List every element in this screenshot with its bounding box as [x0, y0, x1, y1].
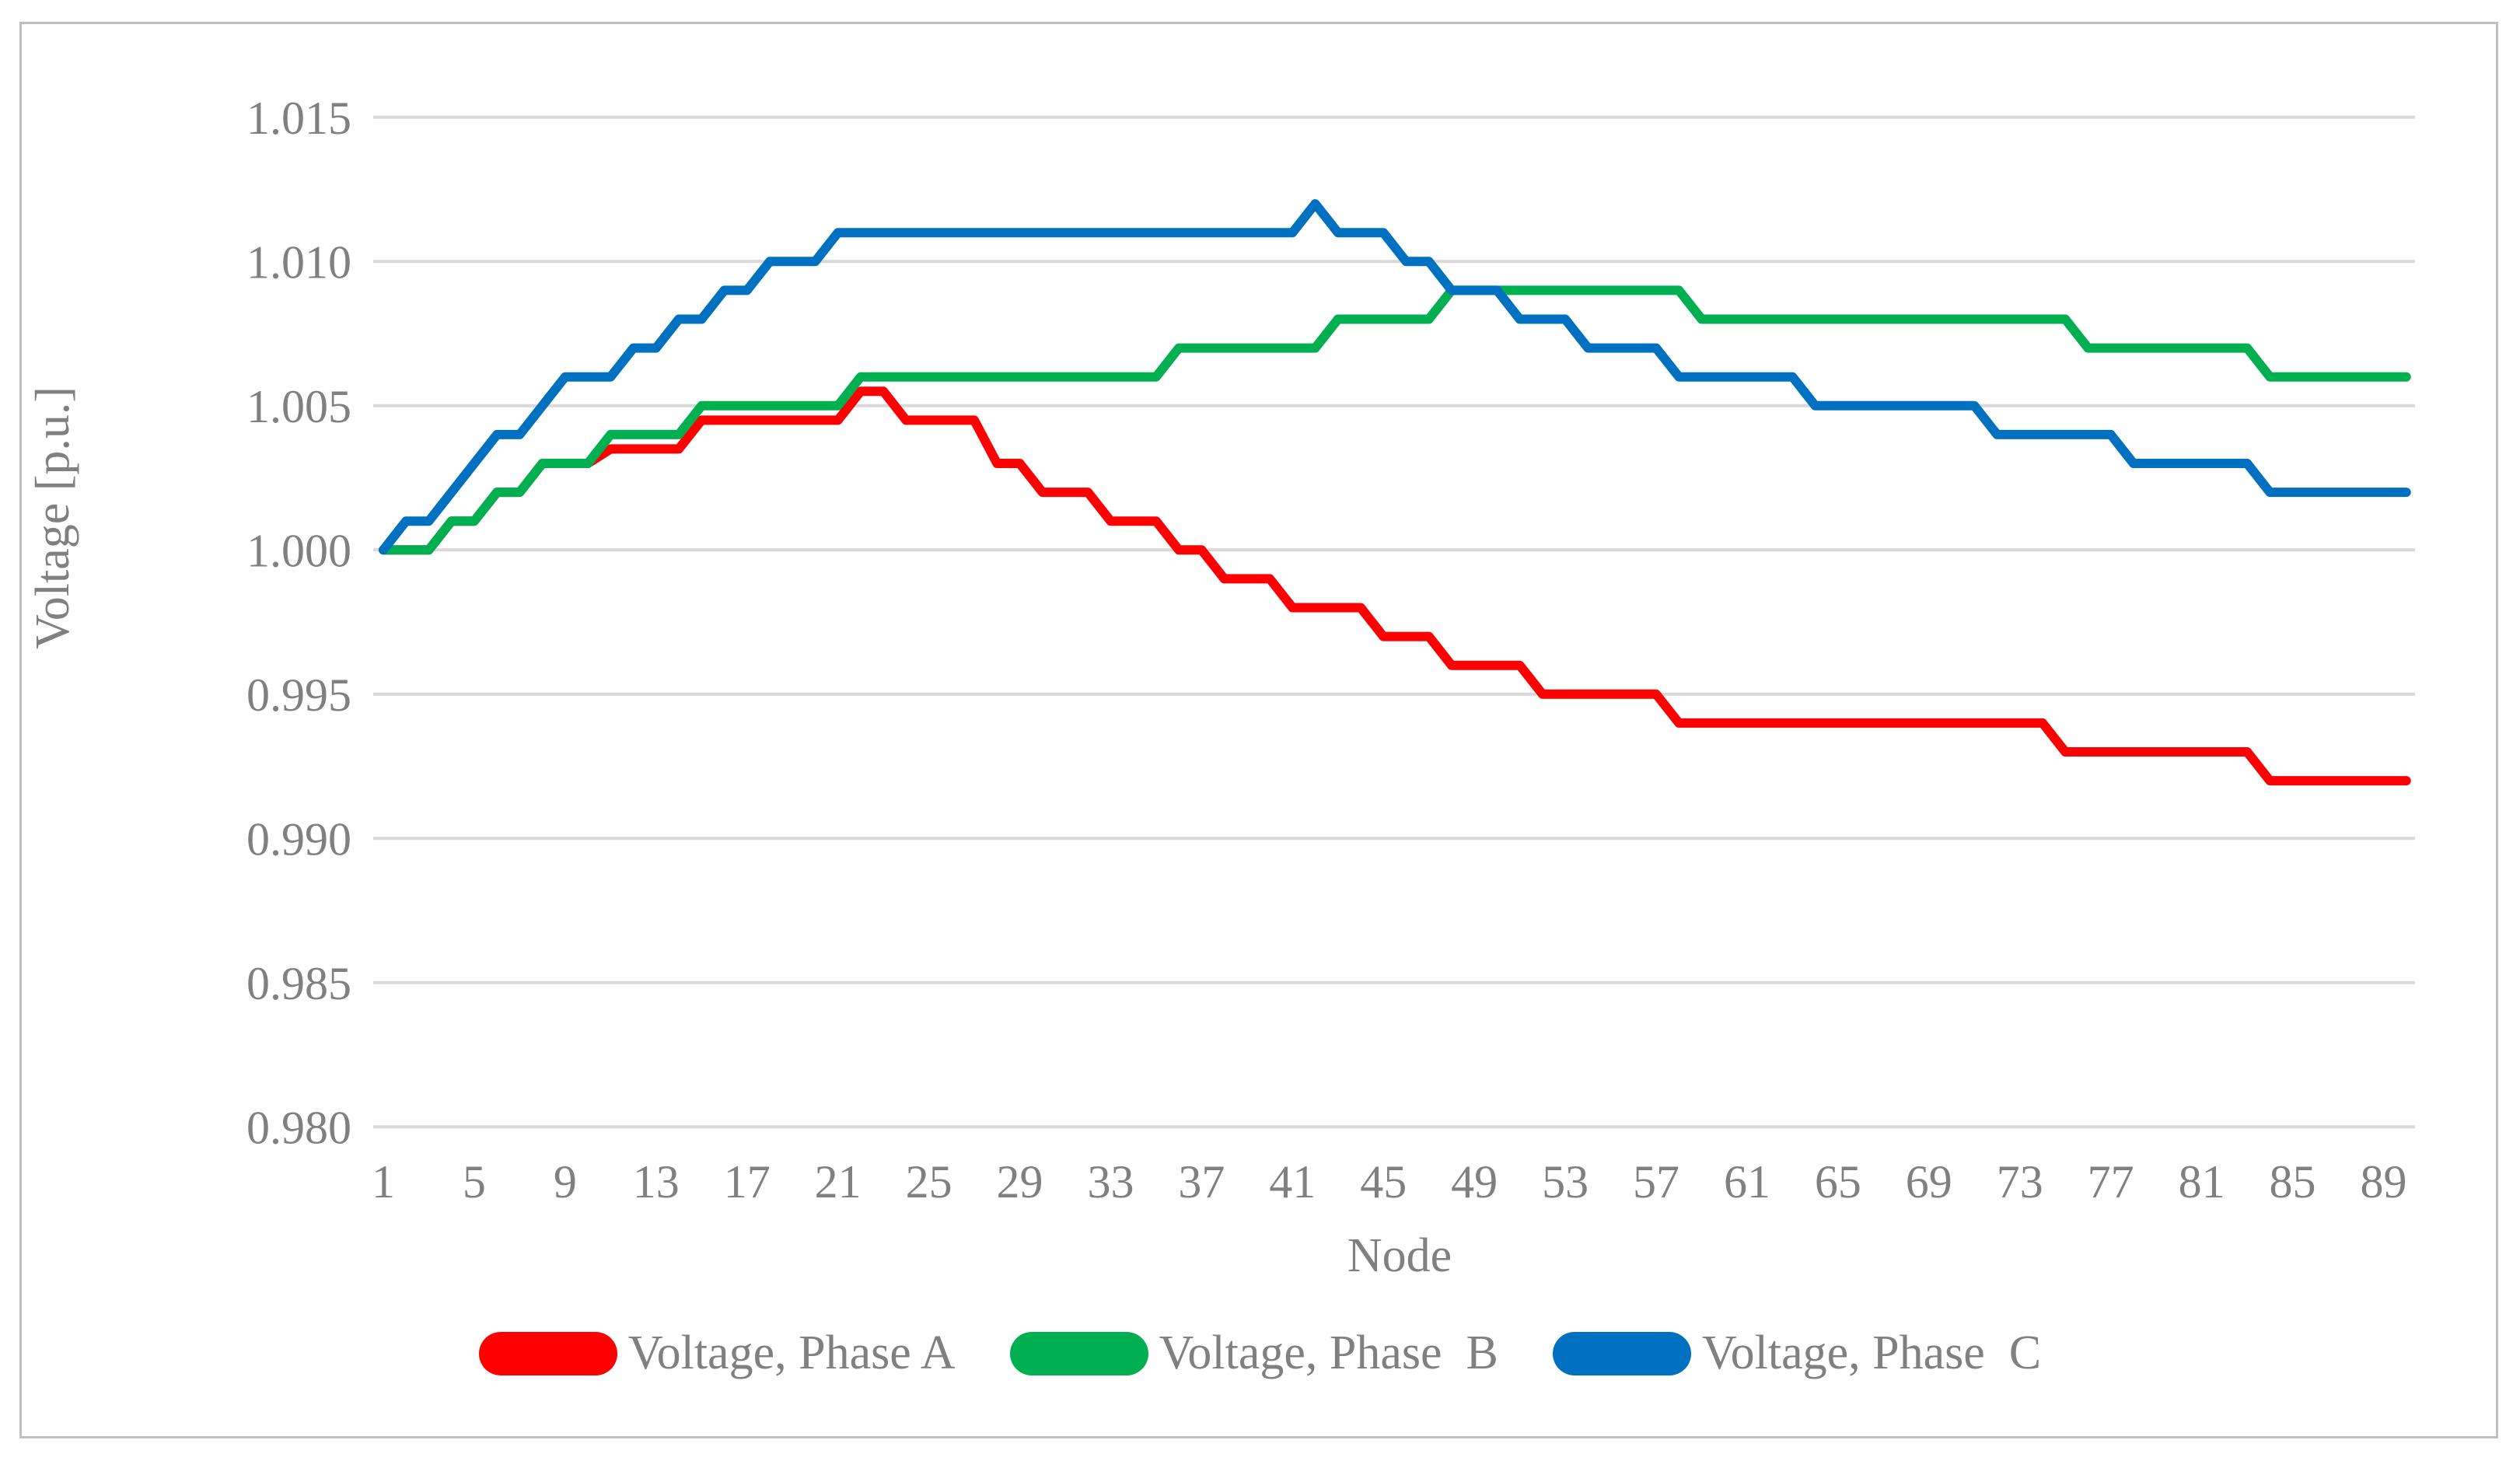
x-tick-label: 77: [2088, 1156, 2134, 1208]
x-tick-label: 33: [1087, 1156, 1134, 1208]
legend-label-phase-a: Voltage, Phase A: [627, 1326, 956, 1379]
x-tick-label: 53: [1542, 1156, 1589, 1208]
x-tick-label: 29: [997, 1156, 1043, 1208]
x-tick-label: 65: [1815, 1156, 1861, 1208]
legend-item-phase-a: Voltage, Phase A: [478, 1326, 956, 1381]
x-tick-label: 89: [2360, 1156, 2406, 1208]
y-tick-label: 0.995: [246, 669, 351, 721]
x-tick-label: 37: [1178, 1156, 1225, 1208]
x-tick-label: 5: [463, 1156, 486, 1208]
legend-item-phase-c: Voltage, Phase C: [1552, 1326, 2042, 1381]
y-axis-title: Voltage [p.u.]: [26, 386, 79, 649]
x-axis-title: Node: [1347, 1229, 1452, 1282]
y-tick-label: 1.015: [246, 93, 351, 144]
legend-label-phase-b: Voltage, Phase B: [1159, 1326, 1498, 1379]
y-tick-label: 0.980: [246, 1102, 351, 1153]
x-tick-label: 73: [1997, 1156, 2043, 1208]
phase-b-line-swatch: [1009, 1331, 1148, 1375]
x-tick-label: 81: [2179, 1156, 2225, 1208]
y-tick-label: 1.005: [246, 381, 351, 432]
phase-c-line-swatch: [1552, 1331, 1691, 1375]
y-tick-label: 1.010: [246, 236, 351, 288]
x-tick-label: 61: [1724, 1156, 1770, 1208]
x-tick-label: 41: [1269, 1156, 1316, 1208]
x-tick-label: 57: [1633, 1156, 1679, 1208]
series-line-1: [379, 285, 2411, 555]
series-line-2: [379, 199, 2411, 555]
y-tick-label: 1.000: [246, 525, 351, 576]
x-tick-label: 17: [724, 1156, 771, 1208]
x-tick-label: 9: [554, 1156, 577, 1208]
legend-label-phase-c: Voltage, Phase C: [1701, 1326, 2042, 1379]
x-tick-label: 13: [633, 1156, 680, 1208]
legend: Voltage, Phase A Voltage, Phase B Voltag…: [0, 1326, 2520, 1381]
x-tick-label: 1: [372, 1156, 395, 1208]
x-tick-label: 49: [1451, 1156, 1498, 1208]
x-tick-label: 25: [906, 1156, 952, 1208]
x-tick-label: 85: [2270, 1156, 2316, 1208]
y-tick-label: 0.990: [246, 813, 351, 865]
x-tick-label: 21: [815, 1156, 862, 1208]
x-tick-label: 45: [1360, 1156, 1407, 1208]
x-tick-label: 69: [1906, 1156, 1952, 1208]
phase-a-line-swatch: [478, 1331, 617, 1375]
legend-item-phase-b: Voltage, Phase B: [1009, 1326, 1498, 1381]
y-tick-label: 0.985: [246, 958, 351, 1009]
series-line-0: [379, 386, 2411, 786]
